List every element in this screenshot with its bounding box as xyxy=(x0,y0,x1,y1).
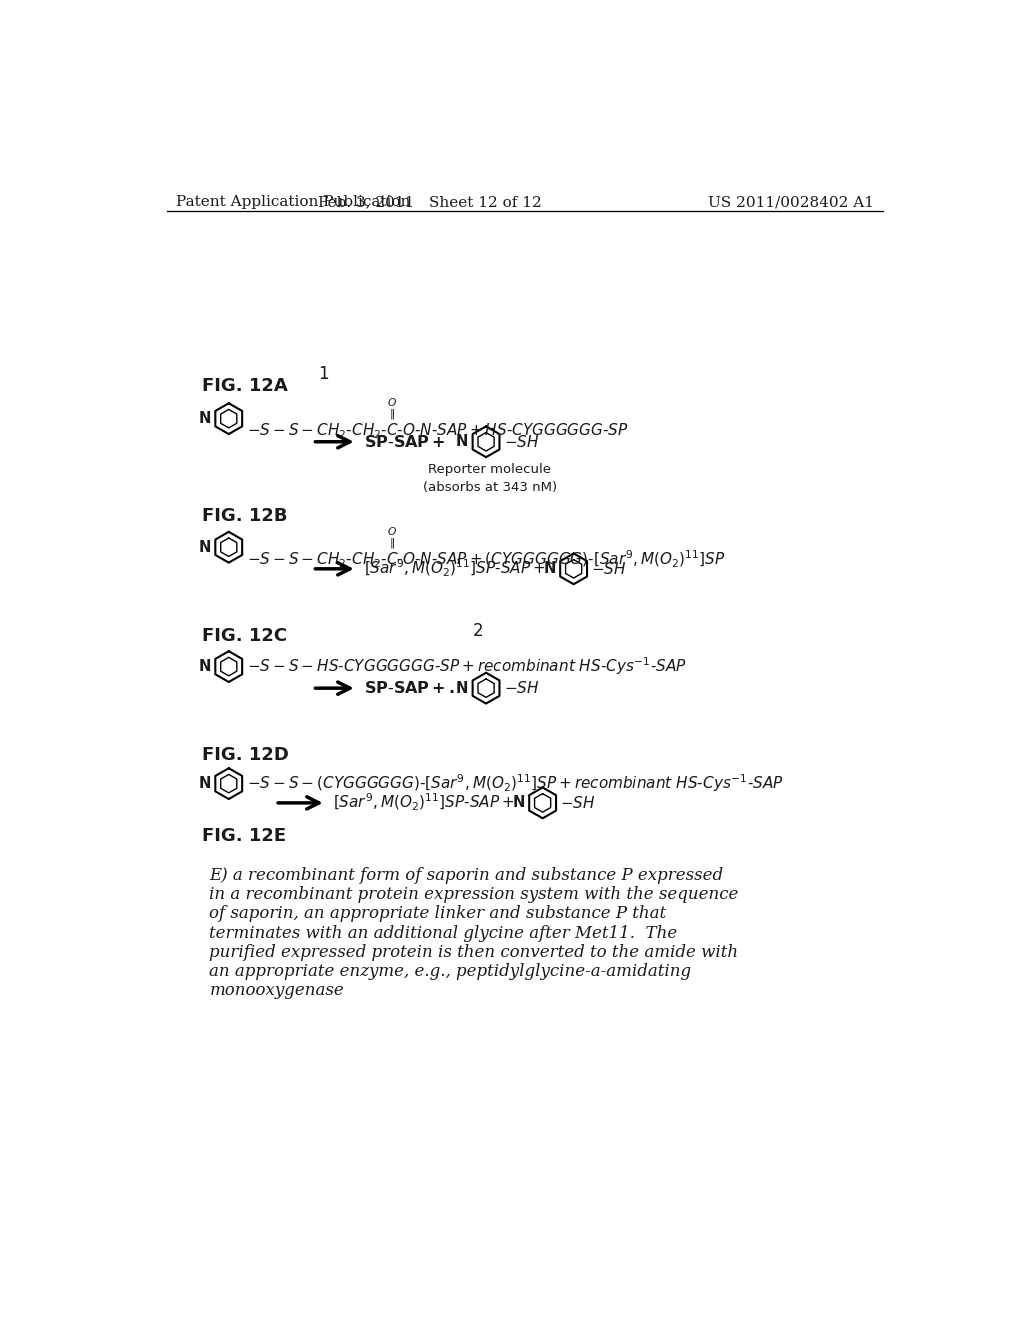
Text: $[Sar^9, M(O_2)^{11}]SP\text{-}SAP +$: $[Sar^9, M(O_2)^{11}]SP\text{-}SAP +$ xyxy=(365,558,546,579)
Text: FIG. 12D: FIG. 12D xyxy=(202,746,289,764)
Text: Feb. 3, 2011   Sheet 12 of 12: Feb. 3, 2011 Sheet 12 of 12 xyxy=(318,195,542,210)
Text: $-SH$: $-SH$ xyxy=(504,680,540,696)
Text: in a recombinant protein expression system with the sequence: in a recombinant protein expression syst… xyxy=(209,886,738,903)
Text: FIG. 12B: FIG. 12B xyxy=(202,507,287,525)
Text: US 2011/0028402 A1: US 2011/0028402 A1 xyxy=(708,195,873,210)
Text: N: N xyxy=(456,681,468,696)
Text: $-S-S -(CYGGGGGG)\text{-}[Sar^9, M(O_2)^{11}]SP + recombinant\ HS\text{-}Cys^{-1: $-S-S -(CYGGGGGG)\text{-}[Sar^9, M(O_2)^… xyxy=(247,772,783,795)
Text: $-S-S - CH_2\text{-}CH_2\text{-}\overset{O}{\overset{\|}{C}}\text{-}O\text{-}N\t: $-S-S - CH_2\text{-}CH_2\text{-}\overset… xyxy=(247,396,629,441)
Text: N: N xyxy=(199,659,211,675)
Text: $[Sar^9, M(O_2)^{11}]SP\text{-}SAP +$: $[Sar^9, M(O_2)^{11}]SP\text{-}SAP +$ xyxy=(334,792,515,813)
Text: $-SH$: $-SH$ xyxy=(504,434,540,450)
Text: Reporter molecule
(absorbs at 343 nM): Reporter molecule (absorbs at 343 nM) xyxy=(423,462,557,494)
Text: 1: 1 xyxy=(318,366,329,383)
Text: N: N xyxy=(456,434,468,449)
Text: N: N xyxy=(199,776,211,791)
Text: an appropriate enzyme, e.g., peptidylglycine-a-amidating: an appropriate enzyme, e.g., peptidylgly… xyxy=(209,964,691,979)
Text: $-SH$: $-SH$ xyxy=(560,795,596,810)
Text: $-S-S - HS\text{-}CYGGGGGG\text{-}SP + recombinant\ HS\text{-}Cys^{-1}\text{-}SA: $-S-S - HS\text{-}CYGGGGGG\text{-}SP + r… xyxy=(247,656,686,677)
Text: E) a recombinant form of saporin and substance P expressed: E) a recombinant form of saporin and sub… xyxy=(209,867,724,884)
Text: N: N xyxy=(199,411,211,426)
Text: Patent Application Publication: Patent Application Publication xyxy=(176,195,411,210)
Text: purified expressed protein is then converted to the amide with: purified expressed protein is then conve… xyxy=(209,944,738,961)
Text: N: N xyxy=(544,561,556,577)
Text: monooxygenase: monooxygenase xyxy=(209,982,344,999)
Text: $-S-S - CH_2\text{-}CH_2\text{-}\overset{O}{\overset{\|}{C}}\text{-}O\text{-}N\t: $-S-S - CH_2\text{-}CH_2\text{-}\overset… xyxy=(247,525,725,569)
Text: $\mathbf{SP\text{-}SAP + .}$: $\mathbf{SP\text{-}SAP + .}$ xyxy=(365,680,456,696)
Text: N: N xyxy=(512,796,524,810)
Text: of saporin, an appropriate linker and substance P that: of saporin, an appropriate linker and su… xyxy=(209,906,667,923)
Text: terminates with an additional glycine after Met11.  The: terminates with an additional glycine af… xyxy=(209,924,678,941)
Text: N: N xyxy=(199,540,211,554)
Text: 2: 2 xyxy=(473,622,483,640)
Text: FIG. 12A: FIG. 12A xyxy=(202,376,288,395)
Text: $-SH$: $-SH$ xyxy=(592,561,627,577)
Text: $\mathbf{SP\text{-}SAP +}$: $\mathbf{SP\text{-}SAP +}$ xyxy=(365,434,445,450)
Text: FIG. 12E: FIG. 12E xyxy=(202,828,286,845)
Text: FIG. 12C: FIG. 12C xyxy=(202,627,287,644)
